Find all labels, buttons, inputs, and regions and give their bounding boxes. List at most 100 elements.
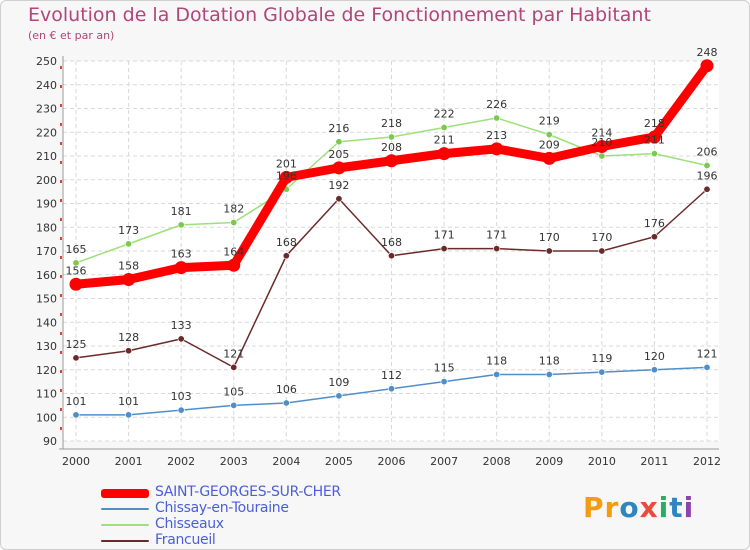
data-label-chissay-en-touraine: 120 <box>644 350 665 363</box>
data-label-chisseaux: 216 <box>328 122 349 135</box>
data-label-francueil: 170 <box>539 231 560 244</box>
data-point-saint-georges-sur-cher <box>174 261 188 275</box>
data-label-chissay-en-touraine: 119 <box>591 352 612 365</box>
y-tick-label: 250 <box>36 55 57 68</box>
data-label-saint-georges-sur-cher: 214 <box>591 127 612 140</box>
y-axis-tick-mark <box>60 408 62 411</box>
data-point-francueil <box>72 354 80 362</box>
y-axis-tick-mark <box>60 161 62 164</box>
y-tick-label: 130 <box>36 340 57 353</box>
y-axis-tick-mark <box>60 104 62 107</box>
legend-swatch <box>101 489 149 498</box>
data-label-chisseaux: 211 <box>644 134 665 147</box>
y-axis-tick-mark <box>60 66 62 69</box>
data-point-saint-georges-sur-cher <box>700 59 714 73</box>
data-point-chisseaux <box>493 114 501 122</box>
data-point-saint-georges-sur-cher <box>385 154 398 168</box>
data-point-chissay-en-touraine <box>650 366 658 374</box>
data-label-saint-georges-sur-cher: 218 <box>644 117 665 130</box>
y-axis-tick-mark <box>60 218 62 221</box>
data-label-saint-georges-sur-cher: 208 <box>381 141 402 154</box>
y-axis-tick-mark <box>60 427 62 430</box>
x-tick-label: 2006 <box>378 455 406 468</box>
data-label-saint-georges-sur-cher: 163 <box>171 248 192 261</box>
data-point-saint-georges-sur-cher <box>490 142 504 156</box>
x-tick-label: 2009 <box>535 455 563 468</box>
data-label-francueil: 121 <box>223 347 244 360</box>
data-point-saint-georges-sur-cher <box>595 140 609 153</box>
data-point-saint-georges-sur-cher <box>69 277 83 291</box>
x-tick-label: 2012 <box>693 455 721 468</box>
legend-label: SAINT-GEORGES-SUR-CHER <box>155 484 341 500</box>
y-tick-label: 210 <box>36 150 57 163</box>
data-label-chisseaux: 173 <box>118 224 139 237</box>
data-label-chissay-en-touraine: 109 <box>328 376 349 389</box>
data-point-francueil <box>703 185 711 193</box>
data-label-chisseaux: 165 <box>66 243 87 256</box>
data-label-francueil: 170 <box>591 231 612 244</box>
data-point-chisseaux <box>230 219 238 227</box>
legend-label: Chissay-en-Touraine <box>155 500 289 516</box>
data-label-francueil: 171 <box>486 229 507 242</box>
data-label-chissay-en-touraine: 112 <box>381 369 402 382</box>
x-tick-label: 2004 <box>272 455 300 468</box>
proxiti-logo: Proxiti <box>583 491 694 524</box>
data-point-chisseaux <box>72 259 80 267</box>
data-point-chissay-en-touraine <box>545 370 553 378</box>
data-label-francueil: 168 <box>381 236 402 249</box>
y-tick-label: 230 <box>36 103 57 116</box>
data-point-saint-georges-sur-cher <box>332 161 346 175</box>
data-point-chisseaux <box>387 133 395 141</box>
data-label-chisseaux: 210 <box>591 136 612 149</box>
data-label-francueil: 176 <box>644 217 665 230</box>
data-label-chissay-en-touraine: 118 <box>486 355 507 368</box>
y-tick-label: 160 <box>36 269 57 282</box>
y-axis-tick-mark <box>60 199 62 202</box>
x-tick-label: 2001 <box>115 455 143 468</box>
data-point-francueil <box>545 247 553 255</box>
data-label-chisseaux: 226 <box>486 98 507 111</box>
y-axis-tick-mark <box>60 180 62 183</box>
y-tick-label: 190 <box>36 198 57 211</box>
x-tick-label: 2005 <box>325 455 353 468</box>
x-tick-label: 2008 <box>483 455 511 468</box>
data-point-saint-georges-sur-cher <box>279 170 293 184</box>
y-axis-tick-mark <box>60 123 62 126</box>
y-tick-label: 220 <box>36 126 57 139</box>
data-label-saint-georges-sur-cher: 158 <box>118 260 139 273</box>
legend-swatch <box>101 508 149 510</box>
data-label-francueil: 192 <box>328 179 349 192</box>
data-point-chisseaux <box>703 162 711 170</box>
data-label-saint-georges-sur-cher: 211 <box>434 134 455 147</box>
chart-title: Evolution de la Dotation Globale de Fonc… <box>28 4 651 26</box>
data-label-chissay-en-touraine: 115 <box>434 362 455 375</box>
data-label-francueil: 128 <box>118 331 139 344</box>
data-label-chisseaux: 206 <box>697 146 718 159</box>
y-tick-label: 90 <box>43 435 57 448</box>
data-point-chissay-en-touraine <box>493 370 501 378</box>
data-label-francueil: 196 <box>697 169 718 182</box>
data-point-chisseaux <box>125 240 133 248</box>
chart-subtitle: (en € et par an) <box>28 29 115 42</box>
data-label-chissay-en-touraine: 105 <box>223 385 244 398</box>
y-axis-tick-mark <box>60 275 62 278</box>
data-label-chisseaux: 196 <box>276 169 297 182</box>
y-tick-label: 170 <box>36 245 57 258</box>
data-point-saint-georges-sur-cher <box>227 258 241 272</box>
data-label-chisseaux: 182 <box>223 203 244 216</box>
y-axis-tick-mark <box>60 256 62 259</box>
y-axis-tick-mark <box>60 294 62 297</box>
y-axis-tick-mark <box>60 85 62 88</box>
x-tick-label: 2010 <box>588 455 616 468</box>
data-point-chissay-en-touraine <box>230 401 238 409</box>
y-tick-label: 100 <box>36 411 57 424</box>
y-axis-tick-mark <box>60 351 62 354</box>
logo-letter: i <box>683 491 695 524</box>
data-label-chissay-en-touraine: 121 <box>697 347 718 360</box>
y-axis-tick-mark <box>60 370 62 373</box>
data-label-chisseaux: 218 <box>381 117 402 130</box>
data-point-chisseaux <box>335 138 343 146</box>
data-point-saint-georges-sur-cher <box>122 273 136 286</box>
data-label-francueil: 171 <box>434 229 455 242</box>
